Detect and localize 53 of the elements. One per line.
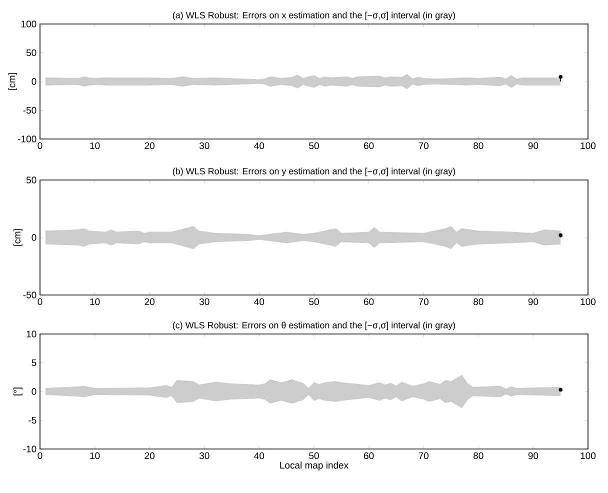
y-tick-label: -5: [28, 416, 36, 424]
x-tick-label: 60: [364, 452, 374, 460]
x-tick-label: 100: [580, 298, 596, 306]
x-tick-label: 50: [309, 298, 319, 306]
x-tick-label: 30: [199, 452, 210, 460]
x-tick-label: 0: [38, 452, 42, 460]
y-tick-label: -50: [23, 106, 36, 114]
x-tick-label: 90: [528, 298, 538, 306]
x-tick-label: 10: [90, 452, 100, 460]
y-tick-label: 50: [26, 49, 36, 56]
chart-title: (a) WLS Robust: Errors on x estimation and the [−σ,σ] interval (in gray): [172, 12, 456, 20]
chart-title: (c) WLS Robust: Errors on θ estimation and the [−σ,σ] interval (in gray): [172, 322, 456, 330]
x-tick-label: 0: [38, 298, 42, 306]
x-tick-label: 30: [199, 298, 210, 306]
x-tick-label: 50: [309, 142, 319, 150]
x-tick-label: 30: [199, 142, 210, 150]
y-tick-label: 5: [32, 359, 36, 366]
y-axis-title: [cm]: [14, 229, 22, 246]
y-axis-title: [cm]: [8, 73, 18, 90]
x-tick-label: 70: [418, 142, 429, 150]
y-tick-label: -50: [23, 292, 36, 298]
y-tick-label: 100: [22, 20, 36, 28]
x-tick-label: 40: [254, 298, 264, 306]
x-tick-label: 80: [474, 298, 484, 306]
x-tick-label: 10: [90, 142, 100, 150]
x-tick-label: 0: [38, 142, 42, 150]
chart-title: (b) WLS Robust: Errors on y estimation and the [−σ,σ] interval (in gray): [172, 168, 456, 176]
x-tick-label: 70: [418, 452, 429, 460]
y-tick-label: 10: [26, 330, 36, 338]
x-axis-title: Local map index: [280, 462, 348, 470]
x-tick-label: 90: [528, 452, 538, 460]
x-tick-label: 80: [474, 142, 484, 150]
x-tick-label: 20: [144, 298, 155, 306]
x-tick-label: 60: [364, 142, 374, 150]
y-axis-title: [°]: [14, 388, 22, 396]
x-tick-label: 20: [144, 142, 155, 150]
y-tick-label: 50: [26, 176, 36, 184]
x-tick-label: 100: [580, 142, 596, 150]
x-tick-label: 60: [364, 298, 374, 306]
y-tick-label: 0: [32, 234, 36, 241]
x-tick-label: 100: [580, 452, 596, 460]
x-tick-label: 70: [418, 298, 429, 306]
x-tick-label: 40: [254, 142, 264, 150]
y-tick-label: -10: [23, 446, 36, 452]
x-tick-label: 90: [528, 142, 538, 150]
x-tick-label: 10: [90, 298, 100, 306]
x-tick-label: 50: [309, 452, 319, 460]
y-tick-label: 0: [32, 78, 36, 85]
x-tick-label: 40: [254, 452, 264, 460]
x-tick-label: 20: [144, 452, 155, 460]
y-tick-label: -100: [18, 136, 36, 142]
y-tick-label: 0: [32, 388, 36, 395]
x-tick-label: 80: [474, 452, 484, 460]
